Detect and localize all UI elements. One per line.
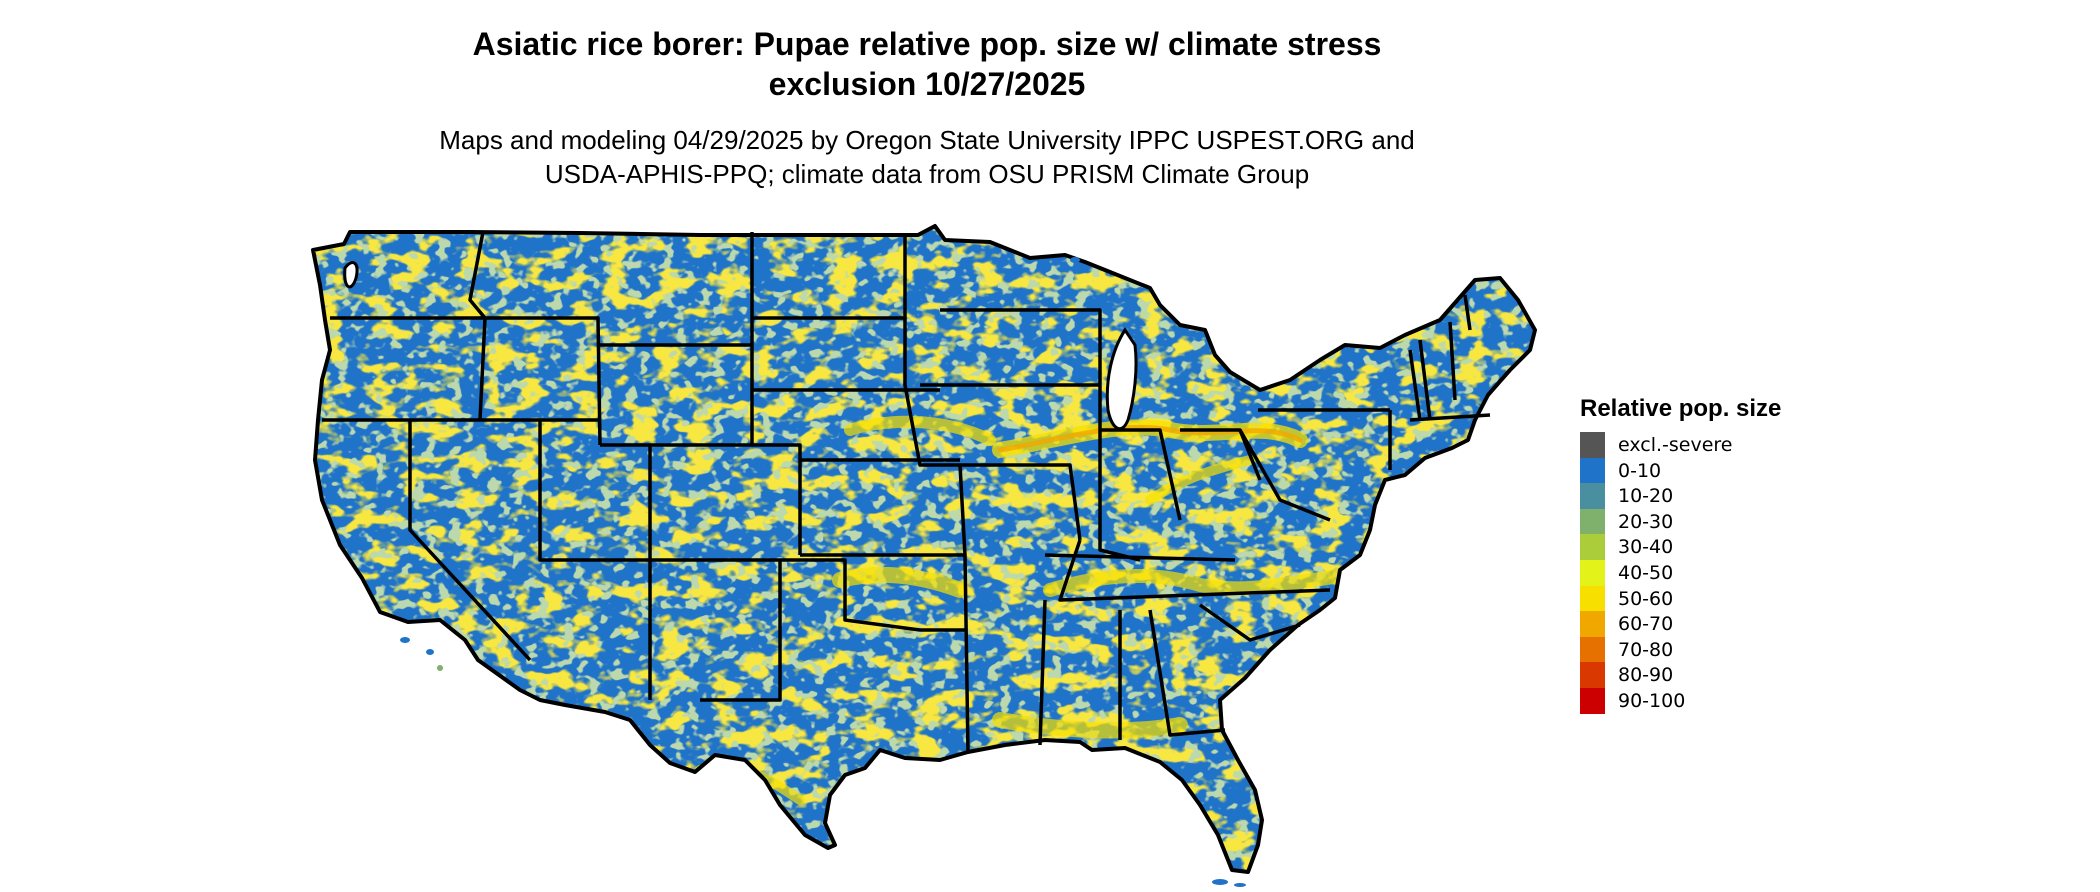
legend-swatch [1580,611,1605,637]
legend-item: 40-50 [1580,559,1781,586]
legend-item: excl.-severe [1580,432,1781,458]
legend-label: 40-50 [1618,561,1674,584]
title-line-2: exclusion 10/27/2025 [768,66,1086,102]
legend-item: 50-60 [1580,585,1781,612]
us-map [311,224,1537,887]
subtitle-line-1: Maps and modeling 04/29/2025 by Oregon S… [439,125,1415,155]
lake-michigan [1105,327,1138,431]
legend-label: 30-40 [1618,536,1674,559]
legend-label: 0-10 [1618,459,1662,482]
legend-item: 0-10 [1580,457,1781,484]
legend-item: 90-100 [1580,687,1781,714]
legend-item: 20-30 [1580,508,1781,535]
legend-label: 90-100 [1618,689,1686,712]
legend-item: 80-90 [1580,662,1781,688]
puget-sound [343,261,359,289]
legend-label: 10-20 [1618,485,1674,508]
legend-swatch [1580,559,1605,586]
legend-swatch [1580,585,1605,612]
legend-label: excl.-severe [1618,434,1733,456]
subtitle-line-2: USDA-APHIS-PPQ; climate data from OSU PR… [544,159,1310,189]
legend-label: 70-80 [1618,638,1674,661]
legend-item: 60-70 [1580,611,1781,637]
legend-swatch [1580,432,1605,458]
map-subtitle: Maps and modeling 04/29/2025 by Oregon S… [0,123,1854,191]
map-title: Asiatic rice borer: Pupae relative pop. … [0,24,1854,104]
us-outline [311,224,1537,874]
legend-item: 10-20 [1580,483,1781,509]
legend-swatch [1580,534,1605,560]
legend-swatch [1580,508,1605,535]
state-borders [311,224,1537,874]
legend-label: 80-90 [1618,664,1674,687]
legend-swatch [1580,687,1605,714]
legend-swatch [1580,483,1605,509]
legend-title: Relative pop. size [1580,395,1782,422]
legend-item: 70-80 [1580,636,1781,663]
legend-swatch [1580,636,1605,663]
islands [400,257,1246,887]
legend-swatch [1580,457,1605,484]
title-line-1: Asiatic rice borer: Pupae relative pop. … [472,26,1382,62]
legend-item: 30-40 [1580,534,1781,560]
legend-label: 20-30 [1618,510,1674,533]
legend-label: 60-70 [1618,613,1674,636]
legend: Relative pop. size excl.-severe 0-10 10-… [1580,394,1781,714]
legend-label: 50-60 [1618,587,1674,610]
great-lakes [343,261,1138,431]
legend-swatch [1580,662,1605,688]
